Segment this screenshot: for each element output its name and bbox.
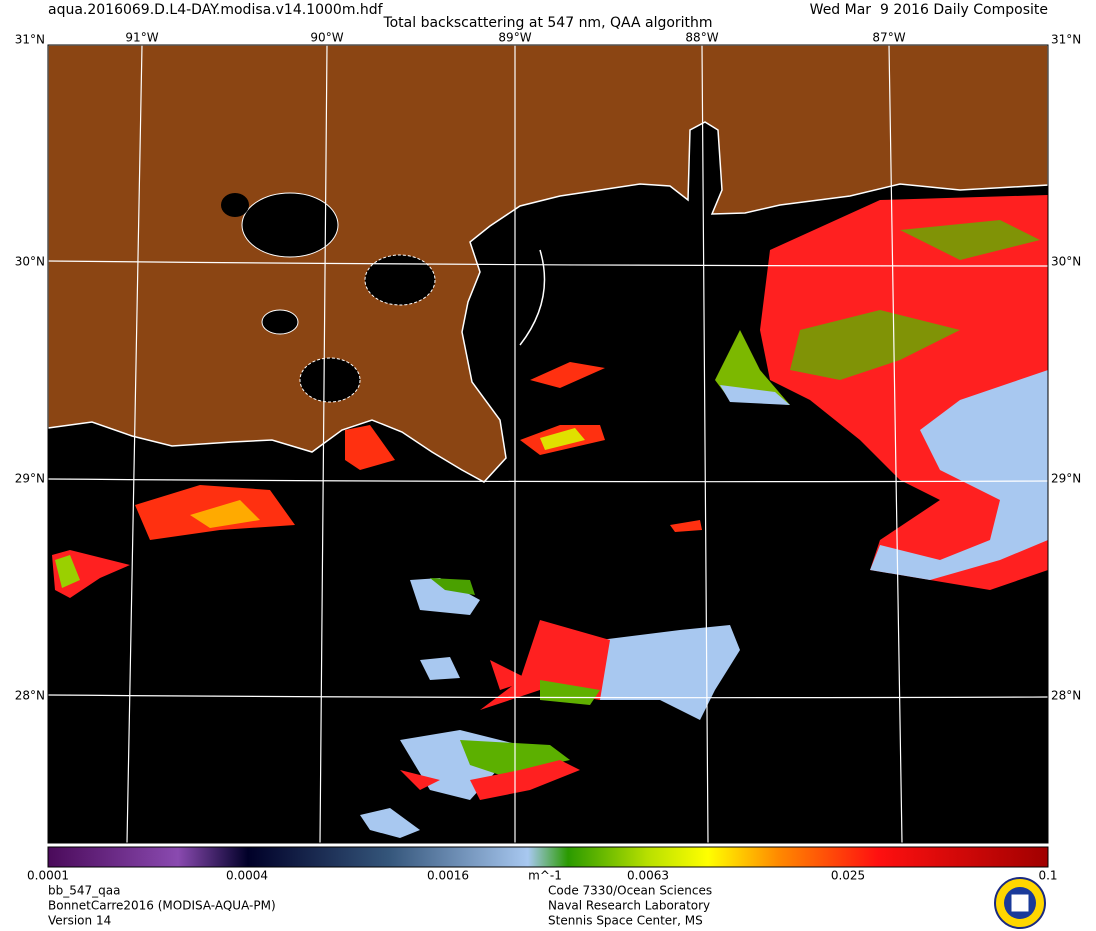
footer-left-line: BonnetCarre2016 (MODISA-AQUA-PM) bbox=[48, 899, 276, 913]
latitude-label: 28°N bbox=[1051, 689, 1081, 703]
longitude-label: 91°W bbox=[125, 31, 158, 45]
latitude-label: 30°N bbox=[1051, 255, 1081, 269]
colorbar-labels: 0.0001 0.0004 0.0016 m^-1 0.0063 0.025 0.1 bbox=[27, 869, 1058, 883]
colorbar-label: 0.0063 bbox=[627, 869, 669, 883]
longitude-label: 87°W bbox=[872, 31, 905, 45]
footer-center-line: Stennis Space Center, MS bbox=[548, 914, 703, 928]
latitude-label: 30°N bbox=[15, 255, 45, 269]
graticule-labels: 91°W 90°W 89°W 88°W 87°W 31°N 31°N 30°N 30°N 29°N… bbox=[15, 31, 1082, 703]
footer-center-line: Code 7330/Ocean Sciences bbox=[548, 884, 712, 898]
latitude-label: 28°N bbox=[15, 689, 45, 703]
latitude-label: 29°N bbox=[15, 472, 45, 486]
longitude-label: 89°W bbox=[498, 31, 531, 45]
map bbox=[47, 44, 1049, 844]
colorbar-label: 0.0001 bbox=[27, 869, 69, 883]
footer-center-line: Naval Research Laboratory bbox=[548, 899, 710, 913]
colorbar-label: 0.1 bbox=[1038, 869, 1057, 883]
colorbar-label: 0.0004 bbox=[226, 869, 268, 883]
title: Total backscattering at 547 nm, QAA algo… bbox=[382, 15, 712, 31]
latitude-label: 29°N bbox=[1051, 472, 1081, 486]
colorbar-label: 0.025 bbox=[831, 869, 865, 883]
latitude-label: 31°N bbox=[1051, 33, 1081, 47]
land bbox=[47, 44, 1049, 483]
latitude-label: 31°N bbox=[15, 33, 45, 47]
footer-left-line: bb_547_qaa bbox=[48, 884, 120, 898]
colorbar-label: 0.0016 bbox=[427, 869, 469, 883]
footer-left-line: Version 14 bbox=[48, 914, 111, 928]
longitude-label: 88°W bbox=[685, 31, 718, 45]
longitude-label: 90°W bbox=[310, 31, 343, 45]
nrl-logo bbox=[994, 877, 1046, 929]
colorbar bbox=[47, 846, 1049, 868]
file-name: aqua.2016069.D.L4-DAY.modisa.v14.1000m.h… bbox=[48, 2, 384, 18]
colorbar-label: m^-1 bbox=[528, 869, 562, 883]
date: Wed Mar 9 2016 Daily Composite bbox=[810, 2, 1048, 18]
